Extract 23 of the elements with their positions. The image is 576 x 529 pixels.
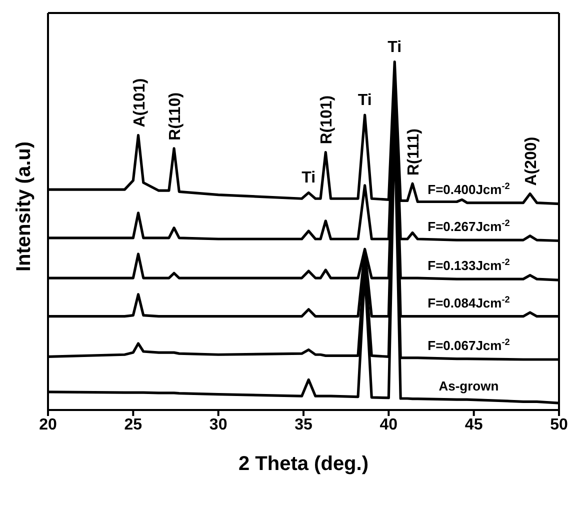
- annotation: R(111): [406, 128, 423, 176]
- annotation: A(200): [523, 136, 540, 186]
- series-label: F=0.267Jcm$^{-2}$: [428, 218, 510, 234]
- series-label: As-grown: [438, 378, 499, 394]
- annotation: Ti: [358, 92, 372, 110]
- series-label: F=0.133Jcm$^{-2}$: [428, 257, 510, 274]
- x-tick-label: 35: [294, 416, 312, 434]
- annotation: R(110): [167, 92, 184, 140]
- series-label: F=0.400Jcm$^{-2}$: [428, 180, 510, 197]
- annotation: Ti: [302, 170, 316, 187]
- x-tick-label: 20: [39, 416, 57, 434]
- series-label: F=0.084Jcm$^{-2}$: [428, 294, 510, 310]
- x-tick-label: 30: [209, 416, 228, 434]
- y-axis-title: Intensity (a.u): [13, 141, 36, 272]
- series-label: F=0.067Jcm$^{-2}$: [428, 336, 510, 353]
- x-tick-label: 50: [550, 416, 568, 434]
- x-axis-title: 2 Theta (deg.): [238, 453, 369, 475]
- x-tick-label: 45: [464, 416, 483, 434]
- annotation: Ti: [388, 38, 402, 56]
- x-tick-label: 25: [124, 416, 142, 434]
- annotation: R(101): [318, 95, 336, 144]
- x-tick-label: 40: [380, 416, 398, 434]
- annotation: A(101): [131, 78, 148, 128]
